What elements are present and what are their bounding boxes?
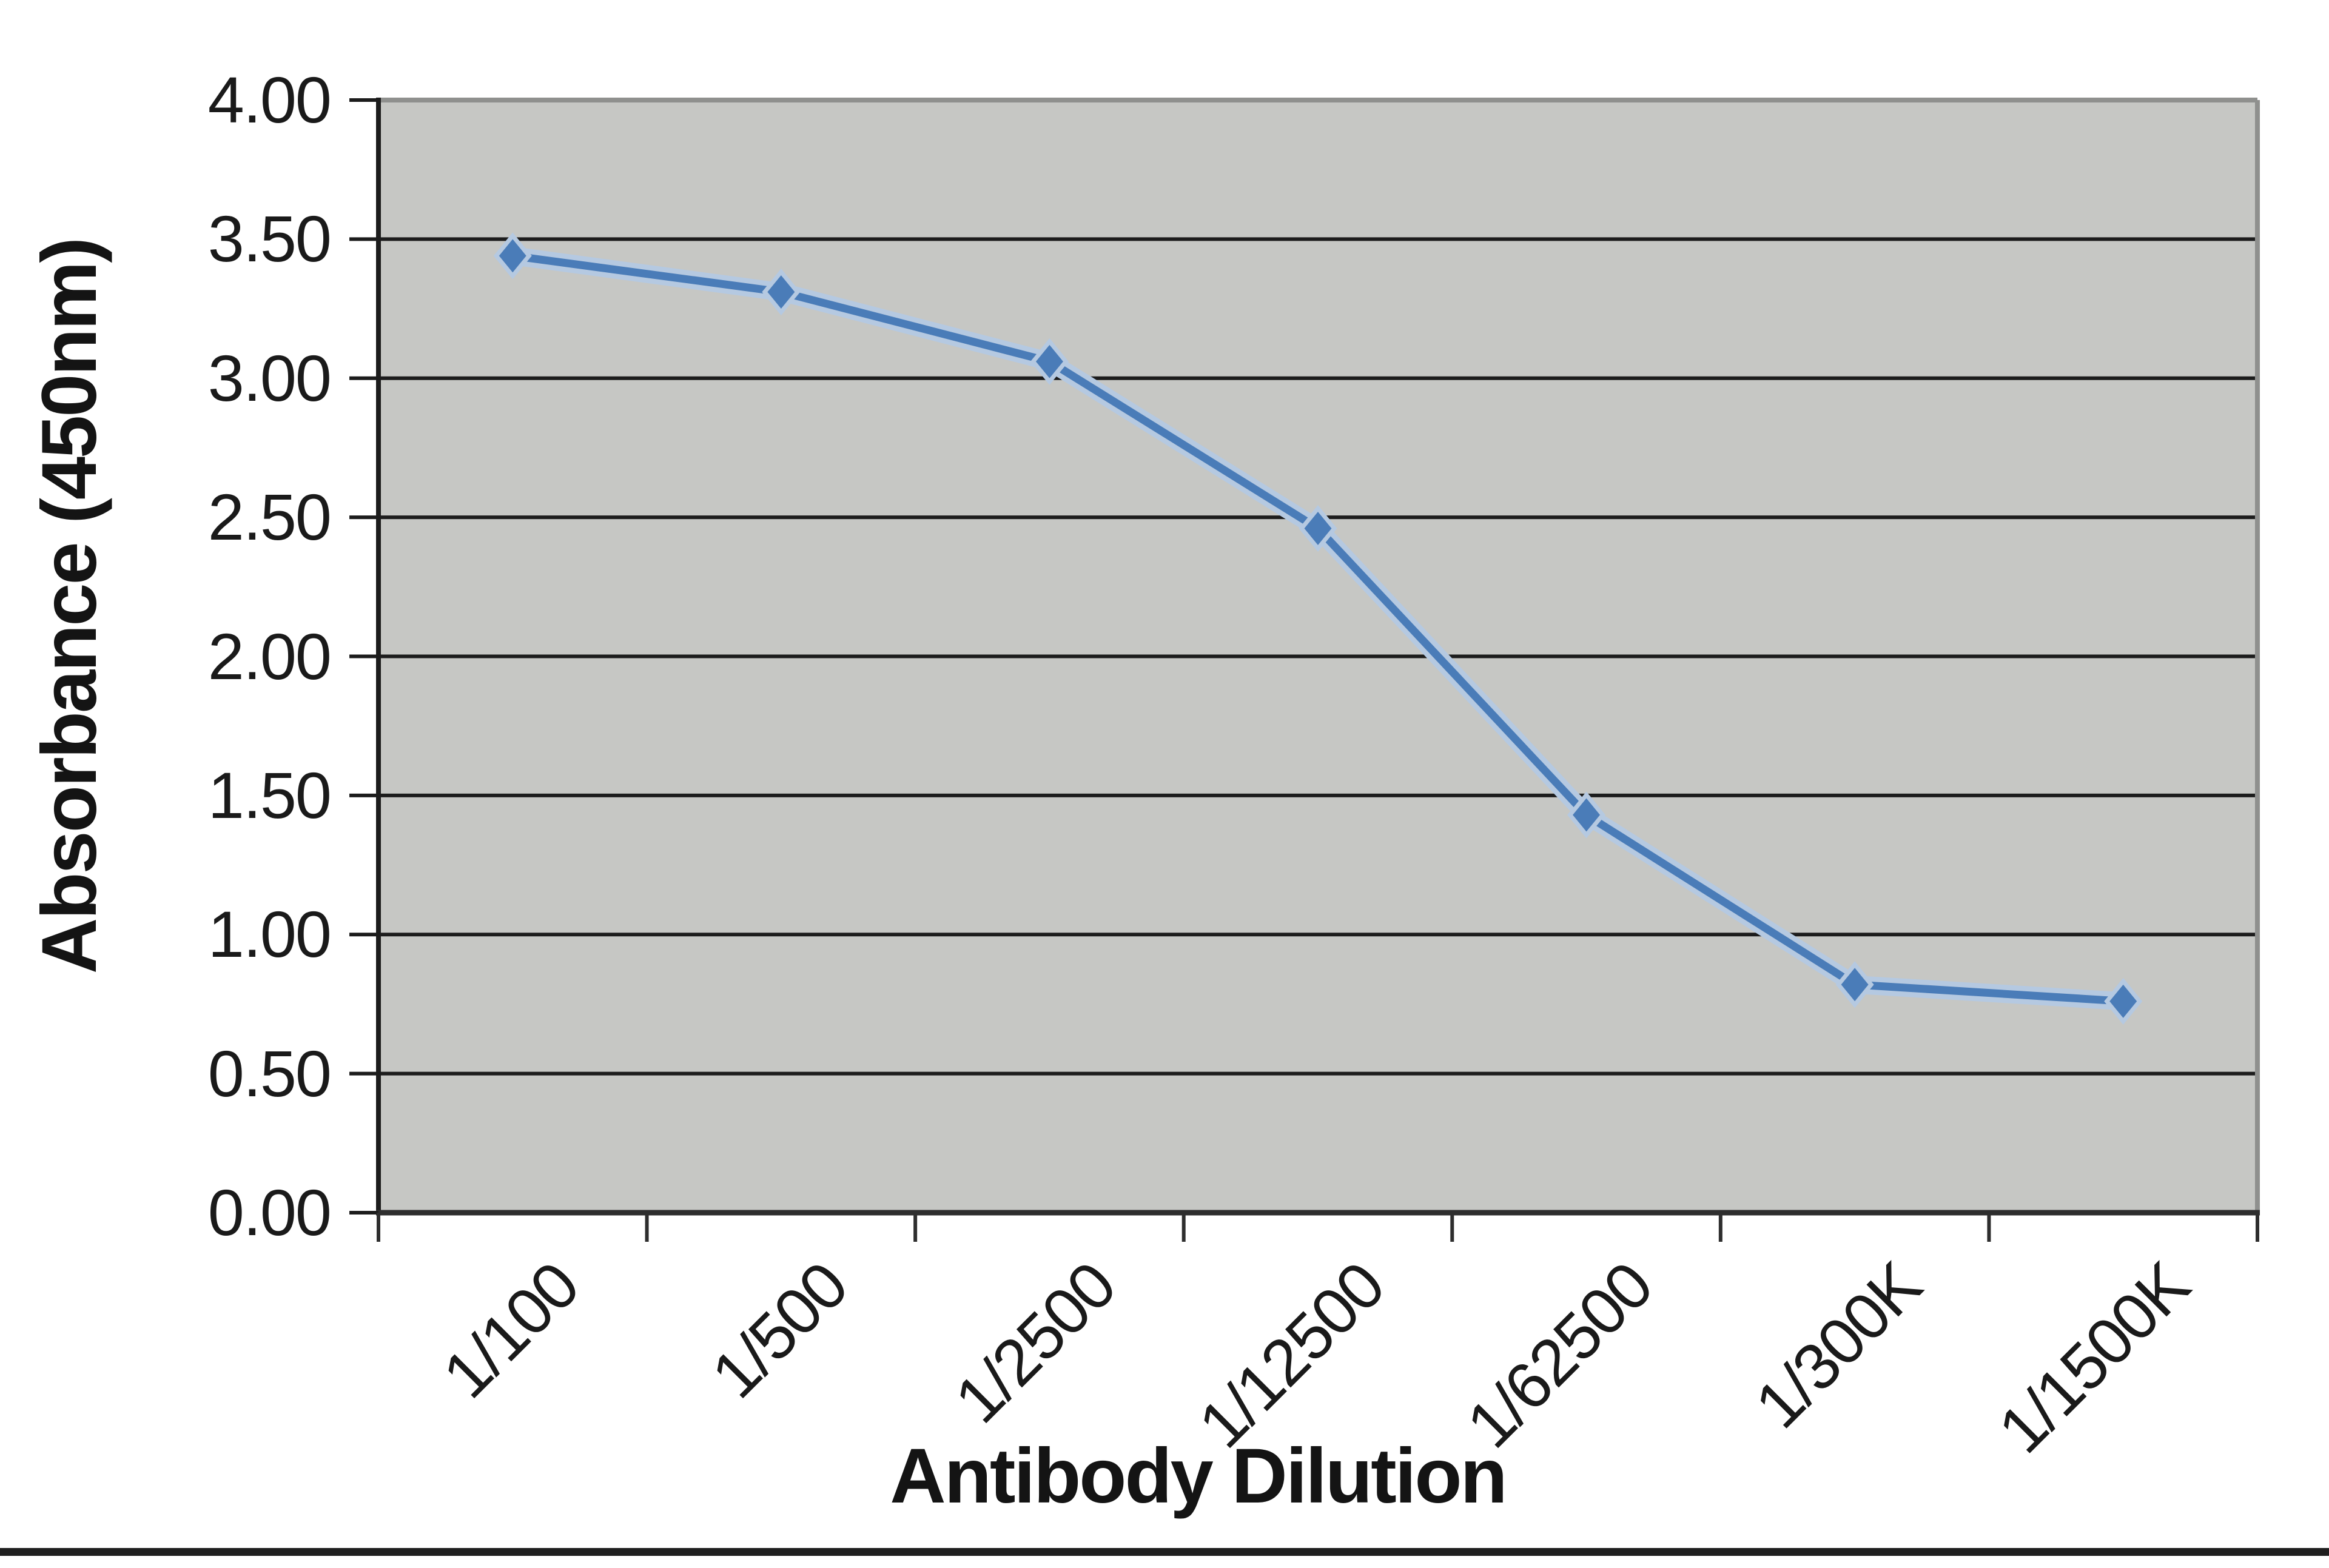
y-tick-label: 2.00 bbox=[207, 619, 332, 693]
y-tick-label: 4.00 bbox=[207, 63, 332, 136]
y-tick-label: 3.00 bbox=[207, 341, 332, 415]
bottom-border-line bbox=[0, 1548, 2329, 1556]
data-point-marker bbox=[493, 232, 532, 280]
x-axis-title: Antibody Dilution bbox=[890, 1433, 1507, 1519]
data-point-marker bbox=[2104, 977, 2143, 1025]
y-tick-label: 2.50 bbox=[207, 480, 332, 554]
data-point-marker bbox=[1299, 504, 1337, 552]
data-point-marker bbox=[1835, 961, 1874, 1008]
y-tick-label: 0.50 bbox=[207, 1036, 332, 1110]
y-tick-label: 1.00 bbox=[207, 897, 332, 971]
data-point-marker bbox=[762, 269, 801, 316]
y-tick-label: 3.50 bbox=[207, 202, 332, 276]
data-point-marker bbox=[1567, 791, 1606, 839]
y-axis-title: Absorbance (450nm) bbox=[26, 238, 113, 974]
y-tick-label: 0.00 bbox=[207, 1176, 332, 1249]
y-tick-label: 1.50 bbox=[207, 758, 332, 832]
data-point-marker bbox=[1030, 338, 1069, 385]
